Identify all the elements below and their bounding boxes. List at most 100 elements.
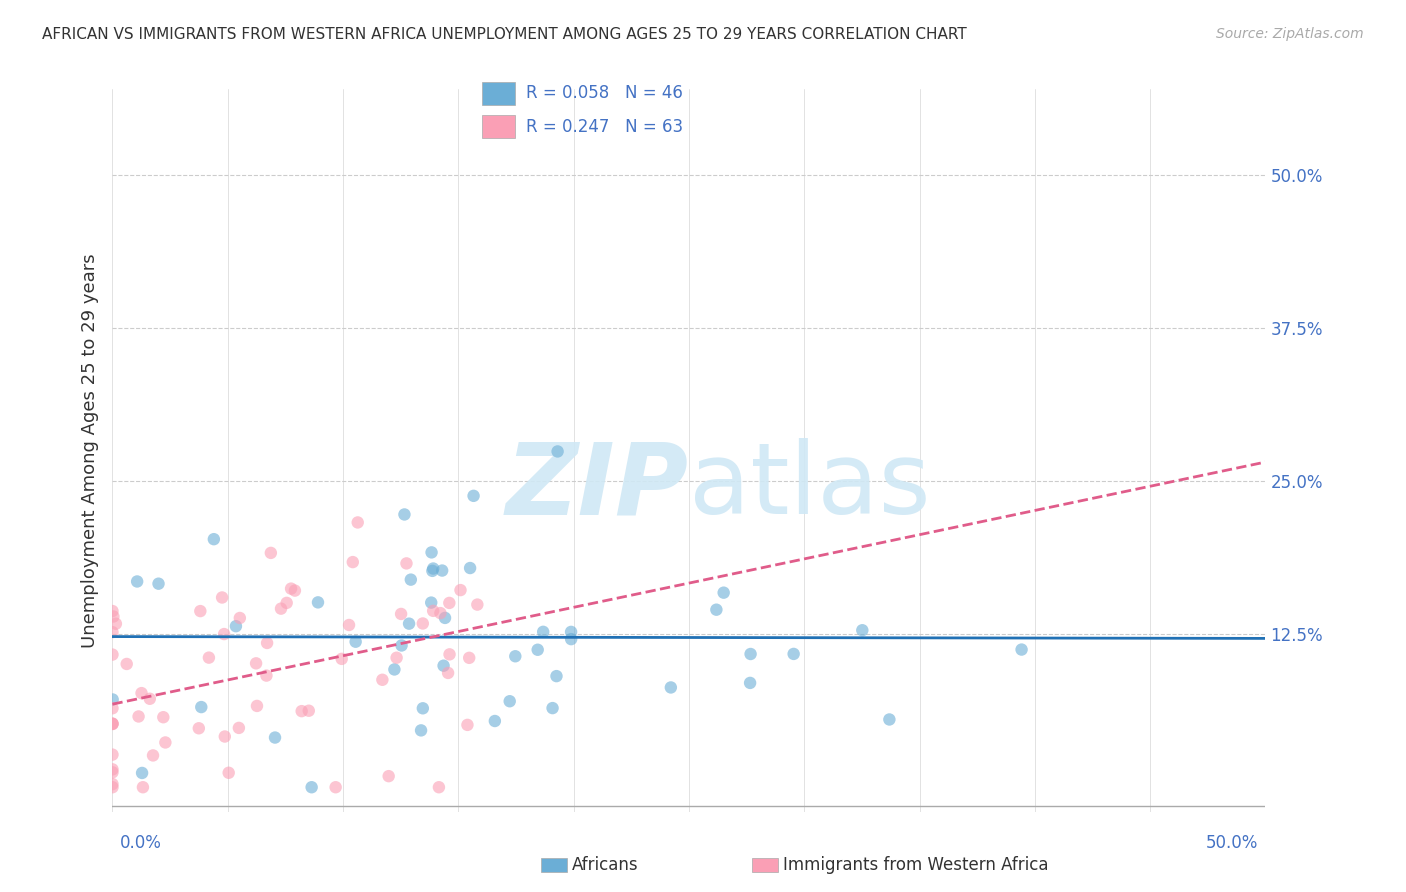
Point xyxy=(101,604,124,618)
Point xyxy=(254,668,277,682)
Point xyxy=(394,508,416,522)
Point xyxy=(434,611,457,625)
Point xyxy=(187,721,209,735)
Point xyxy=(330,652,353,666)
Point xyxy=(541,701,564,715)
Text: 0.0%: 0.0% xyxy=(120,834,162,852)
Text: R = 0.247   N = 63: R = 0.247 N = 63 xyxy=(526,118,683,136)
Point xyxy=(391,639,413,653)
Point xyxy=(422,561,444,575)
Point xyxy=(270,601,292,615)
Point xyxy=(546,669,568,683)
Point xyxy=(427,780,450,795)
Point xyxy=(422,564,444,578)
Point xyxy=(385,650,408,665)
Point xyxy=(101,777,124,791)
Point xyxy=(377,769,399,783)
Point xyxy=(325,780,347,795)
Point xyxy=(280,582,302,596)
Point xyxy=(547,444,569,458)
Point xyxy=(188,604,211,618)
Point xyxy=(291,704,314,718)
Point xyxy=(260,546,283,560)
Point xyxy=(132,780,155,795)
Point xyxy=(398,616,420,631)
Point xyxy=(458,561,481,575)
Text: Africans: Africans xyxy=(572,856,638,874)
Point xyxy=(399,573,422,587)
Point xyxy=(101,717,124,731)
Point xyxy=(412,616,434,631)
Text: R = 0.058   N = 46: R = 0.058 N = 46 xyxy=(526,85,683,103)
Point xyxy=(526,642,548,657)
Point xyxy=(782,647,804,661)
Point xyxy=(740,676,762,690)
Point xyxy=(190,700,212,714)
Point xyxy=(148,576,170,591)
Point xyxy=(346,516,368,530)
Point xyxy=(245,657,267,671)
Point xyxy=(420,545,443,559)
Point xyxy=(560,632,582,647)
Point xyxy=(264,731,287,745)
FancyBboxPatch shape xyxy=(482,82,515,104)
Point xyxy=(337,618,360,632)
Point xyxy=(342,555,364,569)
Point xyxy=(713,585,735,599)
Point xyxy=(142,748,165,763)
Point xyxy=(214,730,236,744)
Point xyxy=(437,665,460,680)
Point xyxy=(202,532,225,546)
Point xyxy=(128,709,150,723)
Point xyxy=(101,692,124,706)
Point xyxy=(429,606,451,620)
Y-axis label: Unemployment Among Ages 25 to 29 years: Unemployment Among Ages 25 to 29 years xyxy=(80,253,98,648)
Point xyxy=(439,596,461,610)
Point xyxy=(659,681,682,695)
Point xyxy=(458,650,481,665)
Text: AFRICAN VS IMMIGRANTS FROM WESTERN AFRICA UNEMPLOYMENT AMONG AGES 25 TO 29 YEARS: AFRICAN VS IMMIGRANTS FROM WESTERN AFRIC… xyxy=(42,27,967,42)
Point xyxy=(420,596,443,610)
Point xyxy=(384,663,406,677)
Point xyxy=(422,604,444,618)
Point xyxy=(276,596,298,610)
Point xyxy=(101,763,124,777)
Point xyxy=(560,624,582,639)
Point xyxy=(246,698,269,713)
Point xyxy=(101,765,124,780)
Point xyxy=(101,717,124,731)
Point xyxy=(127,574,149,589)
Point xyxy=(131,686,153,700)
FancyBboxPatch shape xyxy=(482,115,515,138)
Point xyxy=(450,583,472,598)
Point xyxy=(101,747,124,762)
Text: ZIP: ZIP xyxy=(506,438,689,535)
Point xyxy=(412,701,434,715)
Point xyxy=(155,735,177,749)
Point xyxy=(229,611,252,625)
Text: Source: ZipAtlas.com: Source: ZipAtlas.com xyxy=(1216,27,1364,41)
Point xyxy=(463,489,485,503)
Point xyxy=(456,718,478,732)
Text: atlas: atlas xyxy=(689,438,931,535)
Point xyxy=(211,591,233,605)
Point xyxy=(101,701,124,715)
Point xyxy=(389,607,412,621)
Point xyxy=(301,780,323,795)
Point xyxy=(139,691,162,706)
Point xyxy=(439,648,461,662)
Point xyxy=(212,627,235,641)
Point xyxy=(256,636,278,650)
Point xyxy=(104,616,127,631)
Point xyxy=(198,650,221,665)
Point xyxy=(879,713,901,727)
Point xyxy=(152,710,174,724)
Point xyxy=(298,704,321,718)
Text: Immigrants from Western Africa: Immigrants from Western Africa xyxy=(783,856,1049,874)
Point xyxy=(307,595,329,609)
Point xyxy=(505,649,527,664)
Point xyxy=(432,658,454,673)
Point xyxy=(101,648,124,662)
Point xyxy=(371,673,394,687)
Point xyxy=(409,723,432,738)
